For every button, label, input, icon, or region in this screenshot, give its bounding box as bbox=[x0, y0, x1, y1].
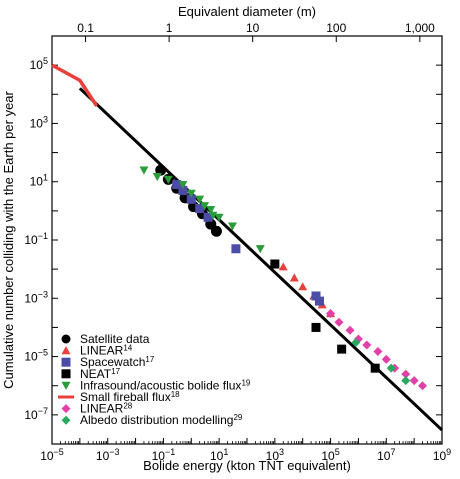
legend-label: Spacewatch17 bbox=[80, 355, 155, 369]
x-tick-label: 103 bbox=[266, 447, 284, 463]
series-2 bbox=[172, 180, 324, 306]
x-tick-label: 109 bbox=[433, 447, 451, 463]
y-tick-label: 10−5 bbox=[24, 348, 48, 364]
y-tick-label: 10−7 bbox=[24, 406, 48, 422]
x-tick-label: 101 bbox=[210, 447, 228, 463]
series-5 bbox=[51, 63, 99, 107]
data-point bbox=[139, 166, 149, 175]
data-point bbox=[326, 309, 336, 319]
data-point bbox=[351, 338, 361, 348]
data-point bbox=[381, 354, 391, 364]
y-tick-labels: 105 103 101 10−1 10−3 10−5 10−7 bbox=[24, 56, 48, 422]
legend-swatch bbox=[61, 357, 71, 367]
data-point bbox=[418, 381, 428, 391]
legend-swatch bbox=[61, 415, 71, 425]
data-point bbox=[409, 376, 419, 386]
data-point bbox=[386, 363, 396, 373]
data-point bbox=[210, 225, 222, 237]
x-tick-labels: 10−5 10−3 10−1 101 103 105 107 109 bbox=[40, 447, 451, 463]
top-axis-title: Equivalent diameter (m) bbox=[178, 4, 316, 19]
data-point bbox=[206, 206, 216, 215]
data-marks bbox=[51, 63, 428, 391]
data-point bbox=[278, 262, 288, 271]
y-tick-label: 10−3 bbox=[24, 289, 48, 305]
data-point bbox=[314, 296, 324, 306]
legend-label: Infrasound/acoustic bolide flux19 bbox=[80, 378, 251, 392]
legend-swatch bbox=[61, 404, 71, 414]
data-point bbox=[203, 212, 213, 222]
data-point bbox=[373, 346, 383, 356]
data-point bbox=[311, 291, 321, 301]
data-point bbox=[255, 245, 265, 254]
x-tick-label: 105 bbox=[321, 447, 339, 463]
top-tick-label: 1,000 bbox=[405, 21, 435, 35]
legend-swatch bbox=[61, 334, 71, 344]
series-line bbox=[51, 63, 99, 107]
legend-label: Satellite data bbox=[80, 332, 150, 346]
series-1 bbox=[278, 262, 336, 318]
data-point bbox=[227, 222, 237, 231]
legend: Satellite dataLINEAR14Spacewatch17NEAT17… bbox=[58, 332, 251, 427]
y-tick-label: 101 bbox=[30, 173, 48, 189]
data-point bbox=[311, 322, 321, 332]
x-tick-label: 10−3 bbox=[96, 447, 120, 463]
data-point bbox=[401, 369, 411, 379]
data-point bbox=[345, 325, 355, 335]
legend-label: Small fireball flux18 bbox=[80, 390, 180, 404]
x-tick-label: 10−5 bbox=[40, 447, 64, 463]
data-point bbox=[298, 282, 308, 291]
y-tick-label: 103 bbox=[30, 114, 48, 130]
data-point bbox=[200, 202, 210, 211]
legend-label: NEAT17 bbox=[80, 367, 121, 381]
legend-swatch bbox=[61, 346, 71, 355]
data-point bbox=[163, 175, 173, 184]
top-tick-label: 100 bbox=[326, 21, 346, 35]
data-point bbox=[214, 213, 224, 222]
data-point bbox=[178, 185, 188, 195]
data-point bbox=[334, 317, 344, 327]
y-tick-label: 105 bbox=[30, 56, 48, 72]
data-point bbox=[337, 344, 347, 354]
data-point bbox=[186, 189, 196, 198]
legend-label: Albedo distribution modelling29 bbox=[80, 413, 243, 427]
data-point bbox=[186, 194, 196, 204]
data-point bbox=[289, 273, 299, 282]
axis-ticks bbox=[51, 35, 443, 445]
data-point bbox=[270, 259, 280, 269]
legend-swatch bbox=[61, 369, 71, 379]
data-point bbox=[370, 363, 380, 373]
y-tick-label: 10−1 bbox=[24, 231, 48, 247]
data-point bbox=[362, 340, 372, 350]
series-3 bbox=[270, 259, 380, 373]
data-point bbox=[401, 376, 411, 386]
series-4 bbox=[139, 166, 265, 254]
x-tick-label: 107 bbox=[377, 447, 395, 463]
series-7 bbox=[351, 338, 411, 386]
legend-swatch bbox=[61, 381, 71, 390]
data-point bbox=[152, 172, 162, 182]
x-tick-label: 10−1 bbox=[152, 447, 176, 463]
legend-label: LINEAR28 bbox=[80, 402, 133, 416]
data-point bbox=[172, 180, 182, 190]
data-point bbox=[231, 244, 241, 254]
data-point bbox=[195, 195, 205, 204]
data-point bbox=[155, 164, 167, 176]
legend-label: LINEAR14 bbox=[80, 344, 133, 358]
top-tick-label: 0.1 bbox=[77, 21, 94, 35]
top-tick-labels: 0.1 1 10 100 1,000 bbox=[77, 21, 435, 35]
power-law-fit-line bbox=[78, 87, 444, 432]
x-axis-title: Bolide energy (kton TNT equivalent) bbox=[143, 458, 351, 473]
top-tick-label: 1 bbox=[166, 21, 173, 35]
data-point bbox=[178, 180, 188, 190]
top-tick-label: 10 bbox=[246, 21, 260, 35]
y-axis-title: Cumulative number colliding with the Ear… bbox=[1, 90, 16, 388]
data-point bbox=[195, 204, 205, 214]
